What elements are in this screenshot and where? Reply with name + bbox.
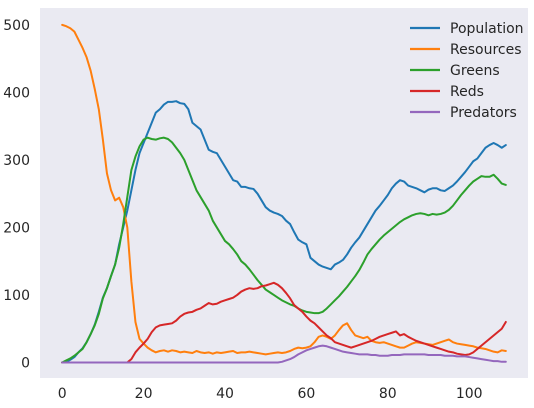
legend-label-resources: Resources <box>450 42 522 58</box>
series-line-predators <box>61 344 507 364</box>
x-tick-label: 80 <box>379 386 397 402</box>
legend-label-population: Population <box>450 21 524 37</box>
series-line-reds <box>61 281 507 364</box>
y-tick-label: 0 <box>21 355 30 371</box>
y-tick-label: 200 <box>3 220 30 236</box>
legend: Population Resources Greens Reds Predators <box>410 21 524 121</box>
legend-label-predators: Predators <box>450 105 517 121</box>
x-tick-label: 20 <box>135 386 153 402</box>
y-tick-label: 300 <box>3 153 30 169</box>
series-line-resources <box>61 23 507 356</box>
y-axis-ticks: 0 100 200 300 400 500 <box>3 18 30 372</box>
y-tick-label: 400 <box>3 85 30 101</box>
y-tick-label: 500 <box>3 18 30 34</box>
x-tick-label: 0 <box>58 386 67 402</box>
x-axis-ticks: 0 20 40 60 80 100 <box>58 386 483 402</box>
x-tick-label: 40 <box>216 386 234 402</box>
series-line-population <box>61 100 507 364</box>
series-line-greens <box>61 136 507 364</box>
x-tick-label: 100 <box>456 386 483 402</box>
legend-label-reds: Reds <box>450 84 484 100</box>
x-tick-label: 60 <box>297 386 315 402</box>
series-lines <box>61 23 507 364</box>
legend-label-greens: Greens <box>450 63 500 79</box>
plot-area <box>40 8 528 378</box>
y-tick-label: 100 <box>3 288 30 304</box>
